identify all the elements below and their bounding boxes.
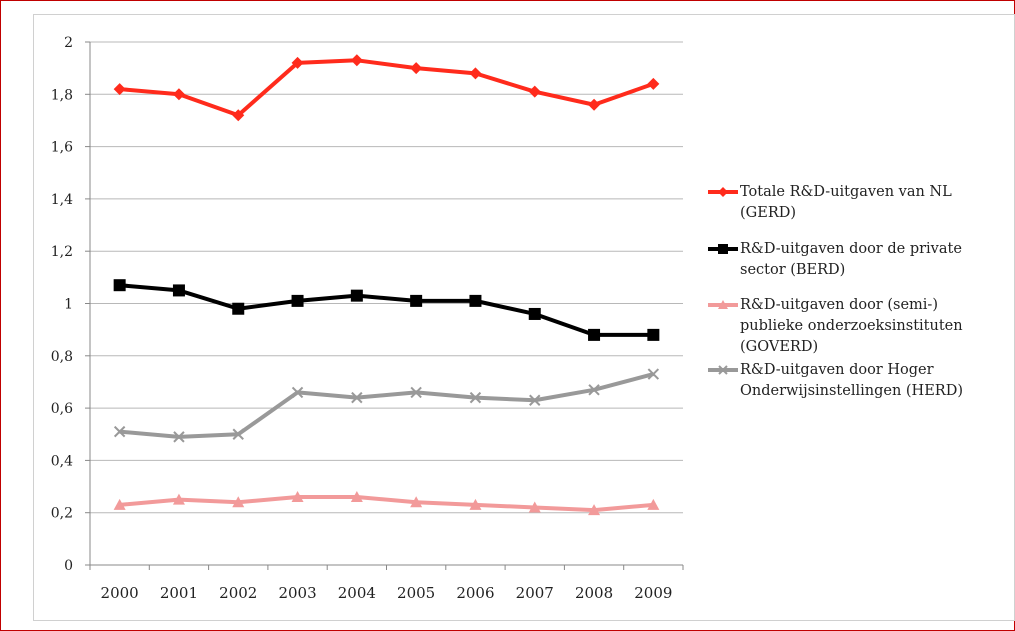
legend-marker [718,300,728,309]
series-line-3 [119,495,654,513]
data-point-diamond [588,98,601,111]
data-point-triangle [469,498,482,510]
chart-border [33,14,1015,621]
data-point-triangle [172,493,185,505]
data-point-x [113,425,126,438]
x-tick-label: 2008 [575,584,613,602]
legend-label: R&D-uitgaven door (semi-) [740,297,938,313]
x-tick-label: 2002 [219,584,257,602]
data-point-square [291,294,304,307]
y-tick-label: 1,4 [51,192,73,208]
x-tick-label: 2005 [397,584,435,602]
data-point-square [350,289,363,302]
x-tick-label: 2000 [101,584,139,602]
x-tick-label: 2004 [338,584,376,602]
data-point-diamond [172,88,185,101]
data-point-x [529,394,541,406]
legend-marker [718,187,728,197]
data-point-x [351,391,363,404]
data-point-square [647,328,660,341]
data-point-diamond [410,62,423,75]
chart-legend: Totale R&D-uitgaven van NL (GERD) R&D-uitg… [706,182,1006,402]
data-point-square [410,294,423,307]
data-point-x [291,386,304,399]
legend-label: (GOVERD) [740,339,819,355]
data-point-diamond [350,54,363,67]
data-point-x [232,428,244,440]
x-tick-label: 2003 [278,584,316,602]
legend-label: R&D-uitgaven door de private [740,241,962,257]
legend-label: (GERD) [740,205,797,221]
x-tick-label: 2007 [516,584,554,602]
data-point-square [113,279,126,292]
legend-label: sector (BERD) [740,262,846,278]
series-line-2 [119,283,654,337]
legend-label: Totale R&D-uitgaven van NL [740,184,952,200]
legend-entry: Totale R&D-uitgaven van NL (GERD) [706,182,1006,224]
legend-swatch [708,365,738,375]
x-tick-label: 2006 [456,584,494,602]
legend-swatch [708,300,738,309]
data-point-square [232,302,245,315]
y-tick-label: 0,6 [51,401,73,417]
y-tick-label: 0,4 [51,453,73,469]
data-point-diamond [113,83,126,96]
data-point-square [528,307,541,320]
data-point-x [173,431,185,443]
legend-swatch [708,244,738,254]
data-point-triangle [350,491,363,503]
y-tick-label: 2 [64,35,73,51]
data-point-diamond [291,56,304,69]
y-tick-label: 1,6 [51,140,73,156]
legend-label: R&D-uitgaven door Hoger [740,362,934,378]
data-point-x [410,386,422,399]
y-tick-label: 1,2 [51,244,73,260]
legend-label: publieke onderzoeksinstituten [740,318,963,334]
data-point-square [469,294,482,307]
legend-entry: R&D-uitgaven door de private sector (BERD… [706,239,1006,281]
data-point-diamond [469,67,482,80]
series-line-1 [119,58,655,118]
data-point-diamond [647,77,660,90]
legend-entry: R&D-uitgaven door Hoger Onderwijsinstelli… [706,360,1006,402]
legend-swatch [708,187,738,197]
legend-marker [718,244,728,254]
data-point-triangle [588,504,601,516]
data-point-triangle [410,496,423,508]
x-tick-label: 2009 [634,584,672,602]
x-tick-label: 2001 [160,584,198,602]
y-tick-label: 0,2 [51,506,73,522]
y-tick-label: 0 [64,558,73,574]
data-point-x [469,391,482,404]
legend-entry: R&D-uitgaven door (semi-) publieke onderz… [706,295,1006,358]
data-point-triangle [647,498,660,510]
data-point-triangle [232,496,245,508]
y-tick-label: 1,8 [51,87,73,103]
legend-marker [718,365,728,375]
data-point-triangle [113,498,126,510]
y-tick-label: 1 [64,297,73,313]
legend-label: Onderwijsinstellingen (HERD) [740,383,963,399]
data-point-diamond [528,85,541,98]
y-tick-label: 0,8 [51,349,73,365]
data-point-square [172,284,185,297]
data-point-x [588,384,600,396]
series-line-4 [119,372,654,439]
data-point-diamond [232,109,245,122]
data-point-triangle [528,501,541,513]
data-point-x [647,368,660,380]
data-point-triangle [291,491,304,503]
data-point-square [588,328,601,341]
